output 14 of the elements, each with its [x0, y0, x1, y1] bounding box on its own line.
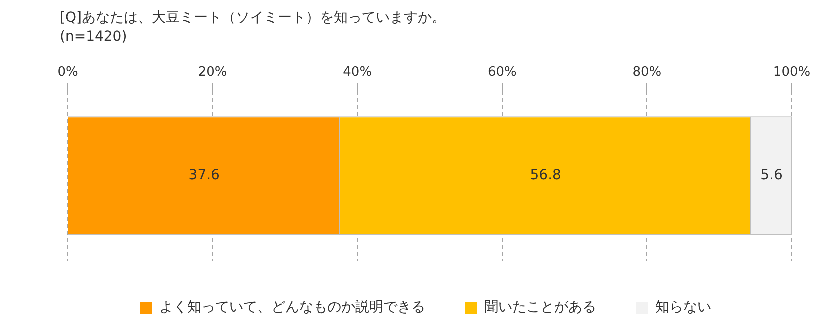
data-label: 37.6	[188, 168, 220, 184]
data-label: 5.6	[760, 168, 783, 184]
x-tick-label: 40%	[343, 64, 372, 80]
data-label: 56.8	[530, 168, 562, 184]
x-tick-label: 60%	[488, 64, 517, 80]
x-tick-label: 20%	[198, 64, 228, 80]
chart-title: [Q]あなたは、大豆ミート（ソイミート）を知っていますか。	[60, 10, 446, 26]
x-tick-label: 80%	[632, 64, 662, 80]
legend-label: よく知っていて、どんなものか説明できる	[160, 300, 426, 316]
legend-label: 知らない	[656, 300, 712, 316]
x-tick-label: 100%	[773, 64, 811, 80]
chart-subtitle: (n=1420)	[60, 28, 128, 45]
x-tick-label: 0%	[58, 64, 78, 80]
legend-label: 聞いたことがある	[484, 300, 596, 316]
